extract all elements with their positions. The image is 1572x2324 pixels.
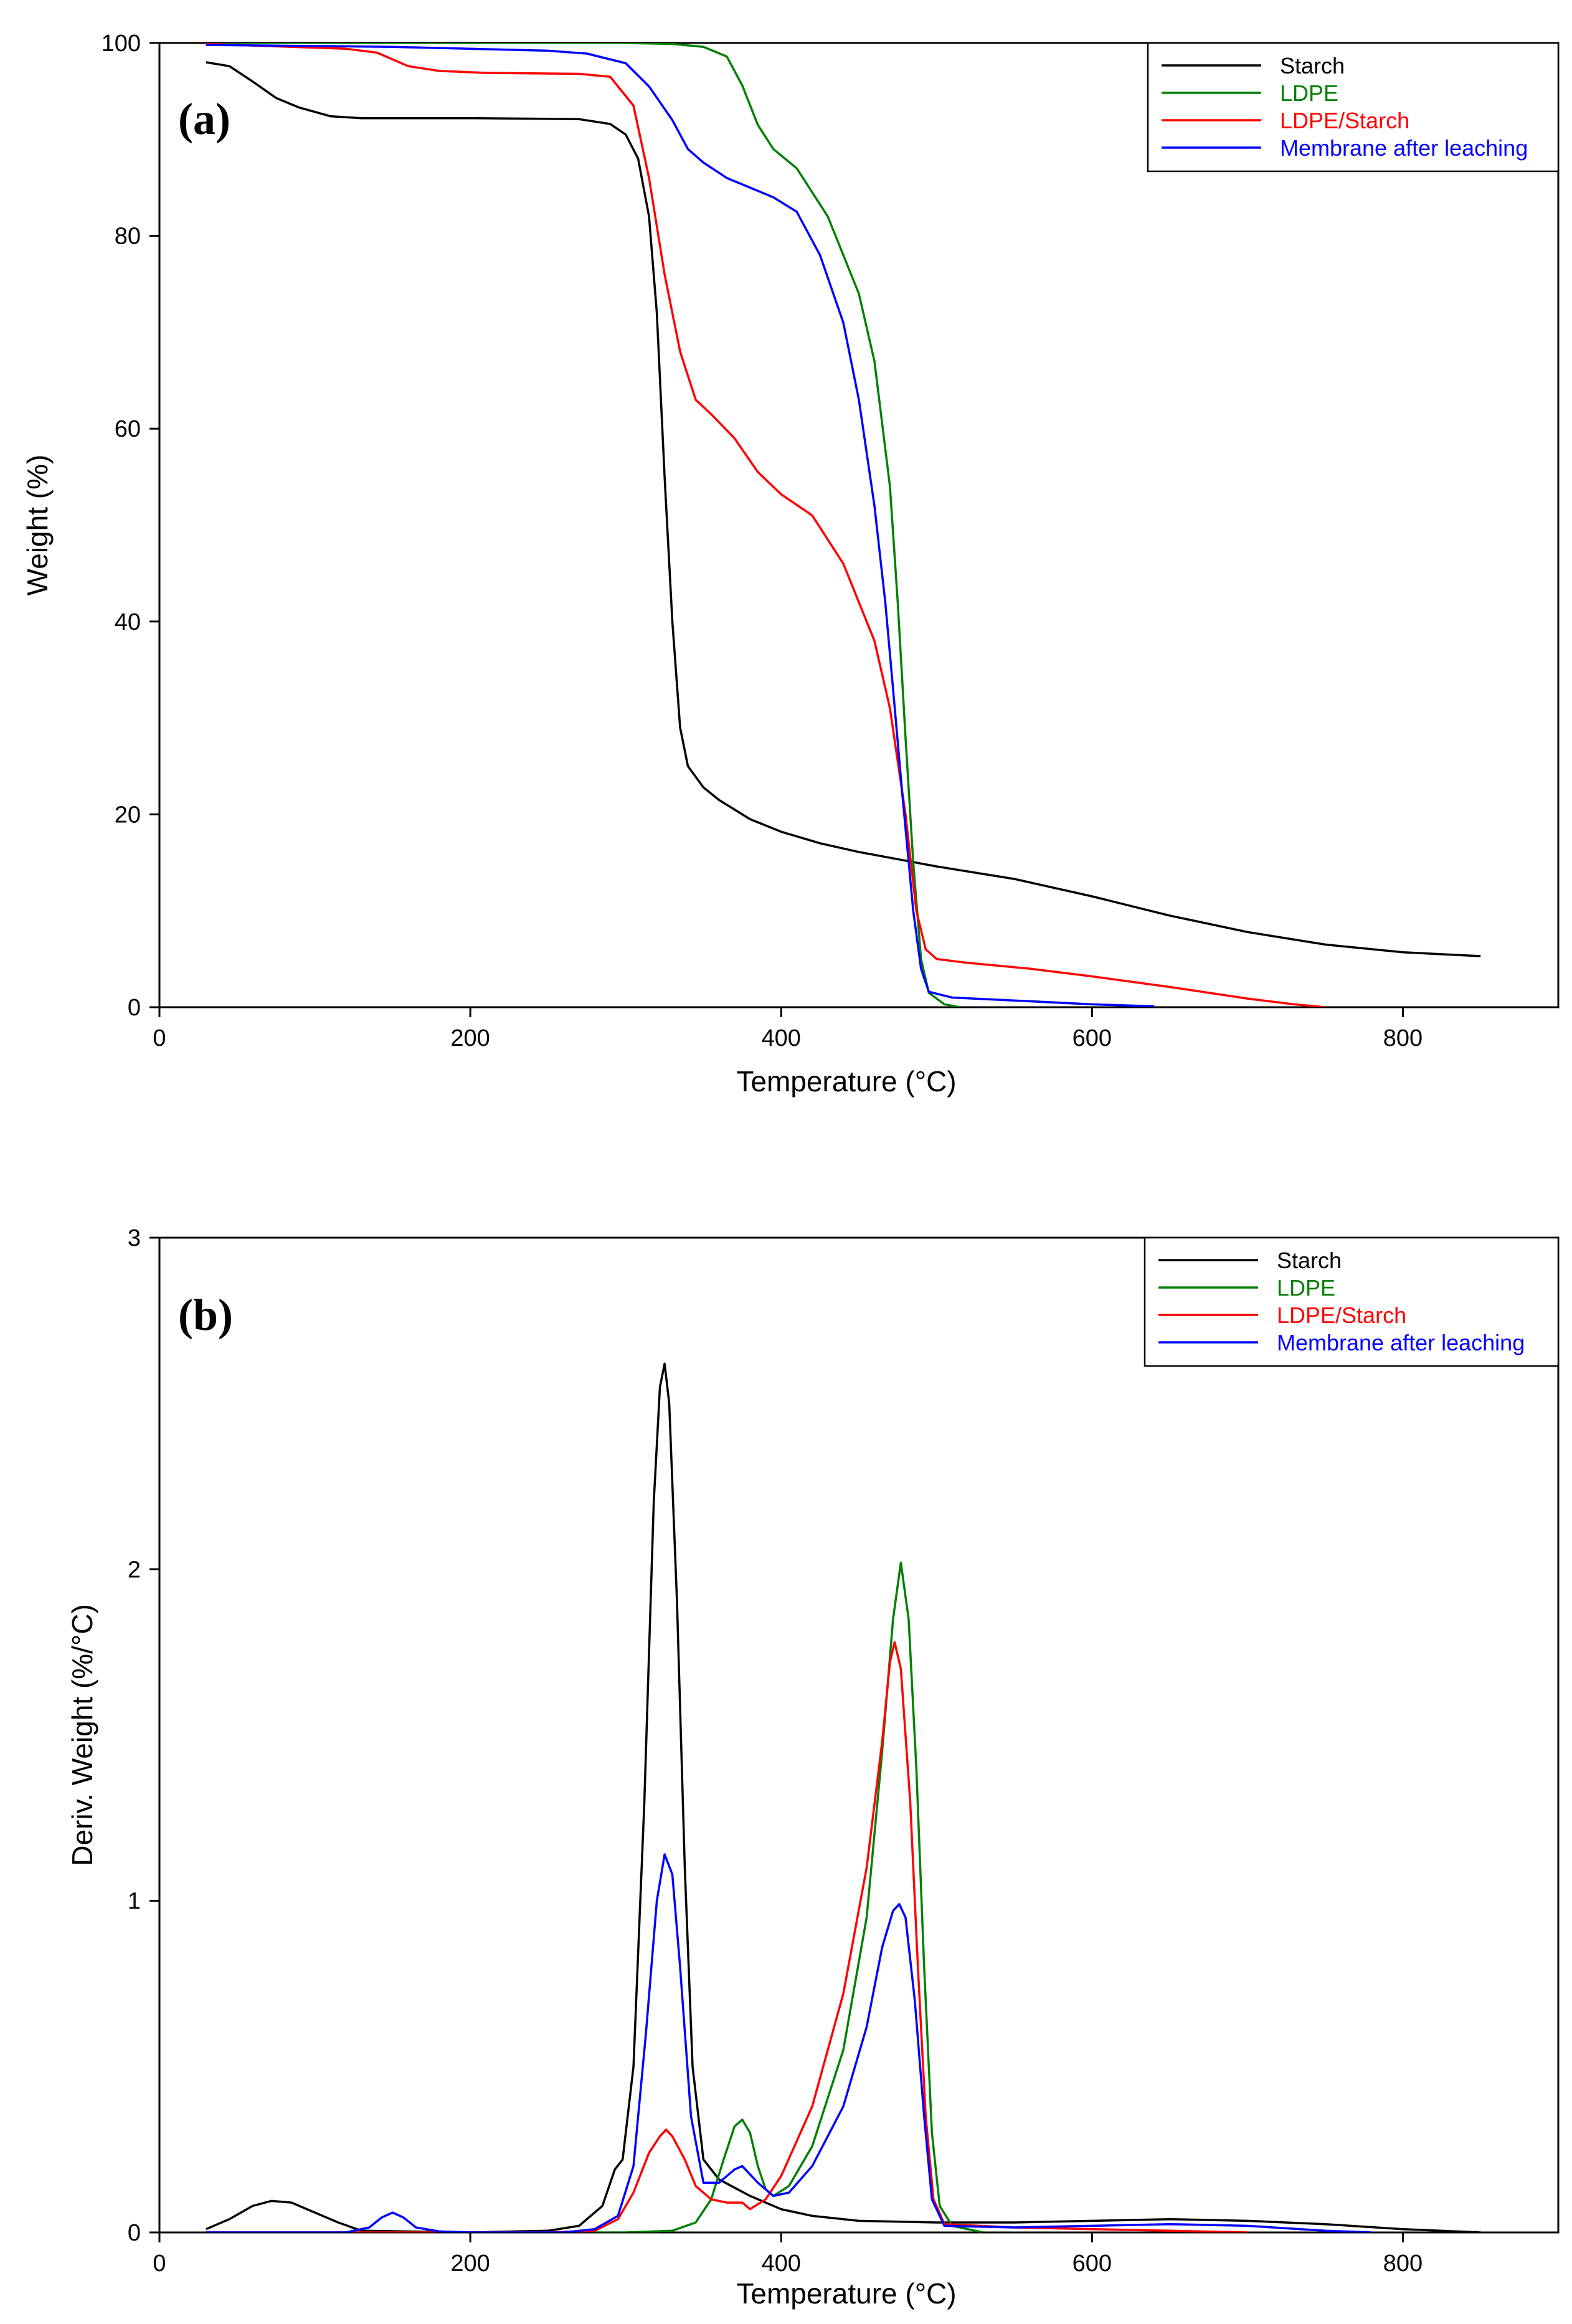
y-tick-label: 3 bbox=[128, 1225, 141, 1251]
series-line-starch bbox=[206, 61, 1481, 957]
x-tick-label: 600 bbox=[1072, 2250, 1112, 2277]
legend-entry: Membrane after leaching bbox=[1277, 1330, 1525, 1355]
y-tick-label: 0 bbox=[128, 995, 141, 1021]
x-tick-label: 600 bbox=[1072, 1025, 1112, 1051]
x-axis-label: Temperature (°C) bbox=[736, 2277, 956, 2310]
series-line-membrane-after-leaching bbox=[206, 1853, 1372, 2232]
legend-entry: Starch bbox=[1277, 1248, 1342, 1273]
legend-entry: LDPE/Starch bbox=[1280, 108, 1409, 133]
chart-panel-a: 0 200 400 600 800 0 20 40 60 80 100 Temperature (°C… bbox=[21, 31, 1560, 1098]
x-tick-label: 400 bbox=[762, 1025, 801, 1051]
legend-entry: Starch bbox=[1280, 53, 1345, 78]
y-tick-label: 40 bbox=[115, 609, 141, 635]
chart-panel-b: 0 200 400 600 800 0 1 2 3 Temperature (°C) Deriv. … bbox=[66, 1225, 1560, 2310]
y-tick-label: 60 bbox=[115, 416, 141, 442]
series-line-ldpe bbox=[206, 43, 960, 1007]
legend-entry: Membrane after leaching bbox=[1280, 135, 1528, 161]
x-tick-label: 800 bbox=[1383, 1025, 1423, 1051]
y-tick-label: 0 bbox=[128, 2220, 141, 2246]
panel-label: (b) bbox=[178, 1290, 233, 1340]
x-tick-label: 800 bbox=[1383, 2250, 1423, 2277]
series-line-membrane-after-leaching bbox=[206, 44, 1155, 1007]
y-tick-label: 1 bbox=[128, 1889, 141, 1915]
series-line-ldpe bbox=[206, 1561, 983, 2232]
x-tick-label: 400 bbox=[762, 2250, 801, 2277]
series-line-starch bbox=[206, 1362, 1481, 2232]
y-axis-label: Weight (%) bbox=[21, 455, 54, 596]
y-tick-label: 100 bbox=[102, 31, 141, 57]
y-axis-label: Deriv. Weight (%/°C) bbox=[66, 1604, 98, 1866]
x-tick-label: 0 bbox=[153, 1025, 166, 1051]
series-line-ldpe-starch bbox=[206, 43, 1325, 1007]
legend-entry: LDPE/Starch bbox=[1277, 1302, 1406, 1328]
y-tick-label: 20 bbox=[115, 802, 141, 828]
plot-frame bbox=[158, 42, 1560, 1008]
legend-entry: LDPE bbox=[1277, 1275, 1335, 1301]
x-tick-label: 0 bbox=[153, 2250, 166, 2277]
y-tick-label: 2 bbox=[128, 1557, 141, 1583]
legend-entry: LDPE bbox=[1280, 80, 1338, 106]
x-tick-label: 200 bbox=[450, 1025, 490, 1051]
x-axis-label: Temperature (°C) bbox=[736, 1065, 956, 1098]
series-line-ldpe-starch bbox=[206, 1641, 1248, 2232]
plot-frame bbox=[158, 1236, 1560, 2234]
x-tick-label: 200 bbox=[450, 2250, 490, 2277]
panel-label: (a) bbox=[178, 94, 230, 144]
y-tick-label: 80 bbox=[115, 224, 141, 250]
